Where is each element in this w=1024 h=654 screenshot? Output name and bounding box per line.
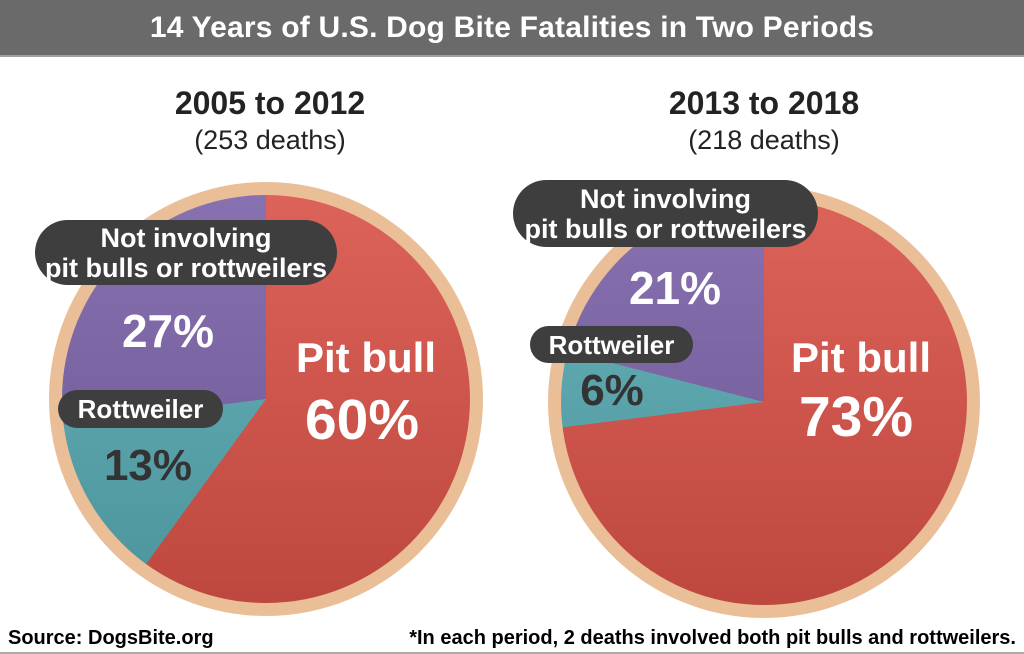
right-other-callout-line1: Not involving	[580, 183, 751, 214]
page-title: 14 Years of U.S. Dog Bite Fatalities in …	[149, 10, 875, 44]
footer: Source: DogsBite.org *In each period, 2 …	[0, 624, 1024, 652]
left-pitbull-percent-label: 60%	[304, 388, 420, 452]
footnote: *In each period, 2 deaths involved both …	[409, 626, 1016, 649]
left-rottweiler-percent-label: 13%	[103, 441, 193, 490]
left-other-callout: Not involving pit bulls or rottweilers	[35, 220, 337, 285]
bottom-border-line	[0, 652, 1024, 654]
source-credit: Source: DogsBite.org	[8, 626, 214, 649]
left-pitbull-name-label: Pit bull	[296, 334, 436, 381]
right-pie-chart	[561, 199, 967, 605]
right-other-callout-line2: pit bulls or rottweilers	[524, 213, 807, 244]
left-rottweiler-callout: Rottweiler	[58, 390, 223, 428]
right-pitbull-name-label: Pit bull	[791, 334, 931, 381]
right-rottweiler-callout-text: Rottweiler	[548, 329, 675, 360]
right-other-percent-label: 21%	[628, 262, 722, 314]
left-other-callout-line2: pit bulls or rottweilers	[44, 252, 328, 283]
right-rottweiler-percent-label: 6%	[580, 366, 644, 415]
right-rottweiler-callout: Rottweiler	[530, 326, 693, 363]
right-other-callout: Not involving pit bulls or rottweilers	[513, 180, 818, 247]
right-pitbull-percent-label: 73%	[798, 385, 914, 449]
left-other-callout-line1: Not involving	[100, 222, 272, 253]
right-deaths-subtitle: (218 deaths)	[688, 125, 840, 155]
left-period-title: 2005 to 2012	[174, 85, 366, 121]
right-period-title: 2013 to 2018	[668, 85, 860, 121]
right-chart-header: 2013 to 2018 (218 deaths)	[564, 84, 964, 156]
title-bar: 14 Years of U.S. Dog Bite Fatalities in …	[0, 0, 1024, 57]
right-pie-ring	[548, 186, 980, 618]
left-chart-header: 2005 to 2012 (253 deaths)	[70, 84, 470, 156]
left-deaths-subtitle: (253 deaths)	[194, 125, 346, 155]
left-rottweiler-callout-text: Rottweiler	[77, 394, 204, 424]
left-other-percent-label: 27%	[121, 305, 215, 357]
